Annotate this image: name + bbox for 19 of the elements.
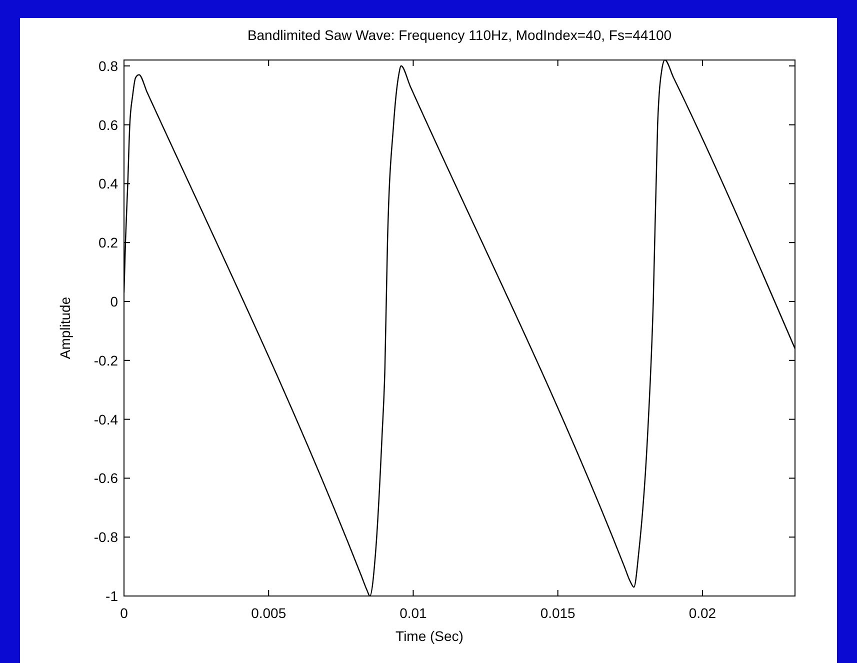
y-tick-label: -1: [106, 588, 118, 604]
x-tick-label: 0.02: [688, 605, 716, 621]
y-tick-label: 0.4: [98, 176, 118, 192]
x-tick-label: 0.005: [251, 605, 286, 621]
chart-title: Bandlimited Saw Wave: Frequency 110Hz, ModIndex=40, Fs=44100: [247, 27, 672, 43]
y-tick-label: -0.2: [94, 352, 118, 368]
y-axis-title: Amplitude: [57, 296, 73, 360]
x-tick-label: 0.015: [540, 605, 576, 621]
x-tick-label: 0.01: [400, 605, 428, 621]
y-tick-label: 0.6: [98, 116, 118, 133]
y-tick-label: 0.2: [98, 234, 118, 251]
y-tick-label: 0: [110, 293, 118, 310]
y-tick-label: -0.4: [94, 411, 118, 428]
y-tick-label: 0.8: [98, 58, 118, 74]
x-tick-label: 0: [120, 605, 128, 621]
line-series: [124, 59, 795, 597]
y-tick-label: -0.6: [94, 470, 118, 486]
x-axis-title: Time (Sec): [396, 628, 464, 644]
y-tick-label: -0.8: [94, 529, 118, 546]
